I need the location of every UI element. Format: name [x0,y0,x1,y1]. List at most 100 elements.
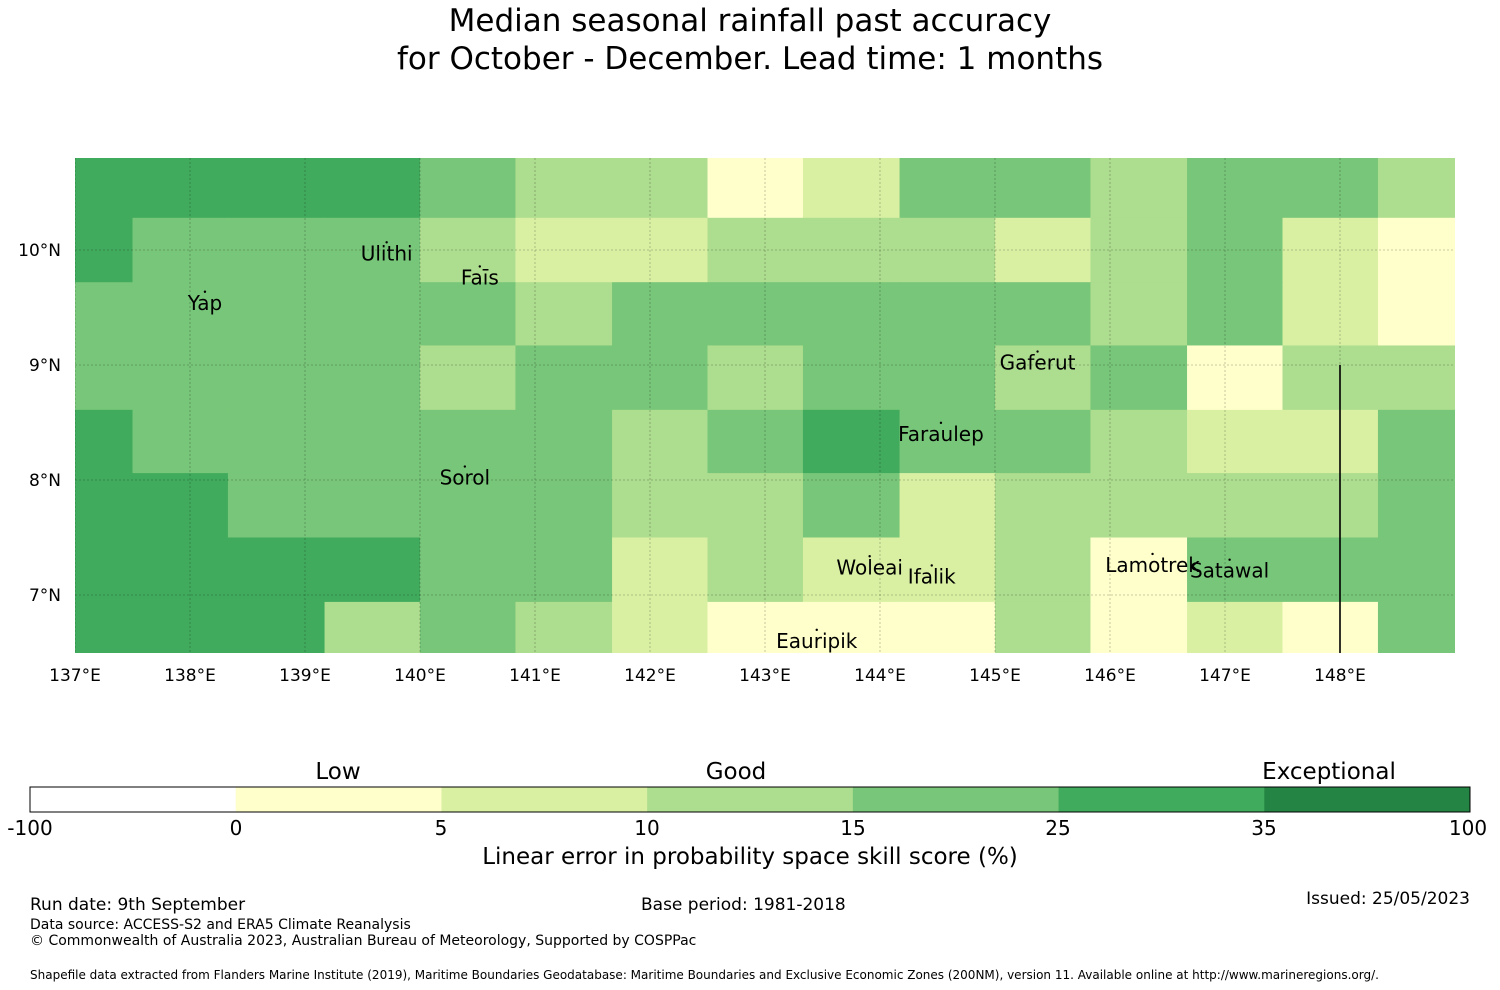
place-label: Gaferut [1000,351,1076,375]
place-label: Yap [187,291,222,315]
skill-cell [420,345,517,411]
colorbar-tick: 35 [1251,816,1277,840]
lon-tick-label: 143°E [739,666,791,686]
skill-cell [1282,217,1379,283]
run-date: Run date: 9th September [30,895,246,915]
title-line-1: Median seasonal rainfall past accuracy [448,3,1052,39]
place-label: Ifalik [908,564,956,588]
skill-cell [707,601,804,653]
skill-cell [1377,217,1455,283]
skill-cell [612,158,709,219]
lat-tick-label: 9°N [29,356,61,376]
skill-cell [899,217,996,283]
island-marker [1151,552,1154,556]
skill-cell [1187,601,1284,653]
skill-cell [1377,158,1455,219]
skill-cell [324,473,421,539]
place-label: Lamotrek [1105,553,1200,577]
skill-cell [515,537,613,603]
skill-cell [1090,282,1188,347]
skill-cell [227,217,326,283]
skill-cell [802,282,901,347]
lon-tick-label: 138°E [164,666,216,686]
skill-cell [515,282,613,347]
place-labels: Ulithi Faīs Yap Gaferut Faraulep Sorol Woleai I… [187,241,1269,653]
skill-cell [802,473,901,539]
skill-cell [707,158,804,219]
skill-cell [75,537,134,603]
skill-cell [420,217,517,283]
skill-cell [324,537,421,603]
colorbar-tick: 0 [229,816,243,840]
place-label: Satawal [1190,559,1269,583]
skill-cell [1187,345,1284,411]
map-title: Median seasonal rainfall past accuracy f… [0,2,1500,78]
skill-cell [75,345,134,411]
skill-cell [515,473,613,539]
lat-tick-label: 7°N [29,586,61,606]
colorbar-tick-labels: -100 0 5 10 15 25 35 100 [0,816,1500,842]
skill-cell [1282,282,1379,347]
skill-cell [132,601,229,653]
skill-cell [420,537,517,603]
skill-cell [1090,345,1188,411]
skill-cell [995,537,1092,603]
skill-cell [132,345,229,411]
skill-cell [1282,537,1379,603]
colorbar-tick: 25 [1045,816,1071,840]
skill-cell [324,282,421,347]
category-low: Low [315,759,361,785]
skill-cell [802,217,901,283]
lat-tick-label: 10°N [18,241,61,261]
skill-cell [1090,409,1188,474]
skill-cell [1377,409,1455,474]
skill-cell [1090,217,1188,283]
copyright: © Commonwealth of Australia 2023, Austra… [30,933,697,949]
skill-cell [227,158,326,219]
skill-cell [324,345,421,411]
colorbar-swatch [647,787,854,812]
skill-cell [899,345,996,411]
skill-cell [707,282,804,347]
colorbar-swatch [1058,787,1265,812]
skill-cell [515,217,613,283]
skill-cell [75,601,134,653]
lon-tick-label: 148°E [1314,666,1366,686]
skill-cell [612,537,709,603]
lon-tick-label: 139°E [279,666,331,686]
colorbar [29,786,1471,813]
skill-cell [1282,473,1379,539]
skill-cell [1377,601,1455,653]
island-marker [1228,558,1231,561]
colorbar-swatch [1264,787,1471,812]
skill-cell [1090,601,1188,653]
skill-cell [1090,158,1188,219]
skill-cell [899,537,996,603]
skill-cell [1187,409,1284,474]
issued-date: Issued: 25/05/2023 [1306,889,1470,909]
lon-tick-label: 144°E [854,666,906,686]
island-marker [930,564,933,567]
skill-cell [132,282,229,347]
category-good: Good [705,759,767,785]
skill-cell [1377,345,1455,411]
place-label: Faīs [461,265,499,289]
skill-cell [324,217,421,283]
island-marker [478,265,481,268]
skill-cell [1187,158,1284,219]
skill-category-labels: Low Good Exceptional [0,759,1500,789]
colorbar-tick: 100 [1448,816,1488,840]
base-period: Base period: 1981-2018 [641,895,846,915]
lon-tick-label: 140°E [394,666,446,686]
skill-cell [1282,601,1379,653]
skill-cell [995,409,1092,474]
skill-cell [132,158,229,219]
skill-cell [1377,282,1455,347]
skill-cell [995,345,1092,411]
colorbar-tick: 15 [840,816,866,840]
skill-cell [612,601,709,653]
axis-tick-labels: 137°E 138°E 139°E 140°E 141°E 142°E 143°E 144°E… [18,241,1366,686]
skill-cell [899,473,996,539]
island-marker [868,555,871,558]
colorbar-title: Linear error in probability space skill … [482,844,1018,870]
